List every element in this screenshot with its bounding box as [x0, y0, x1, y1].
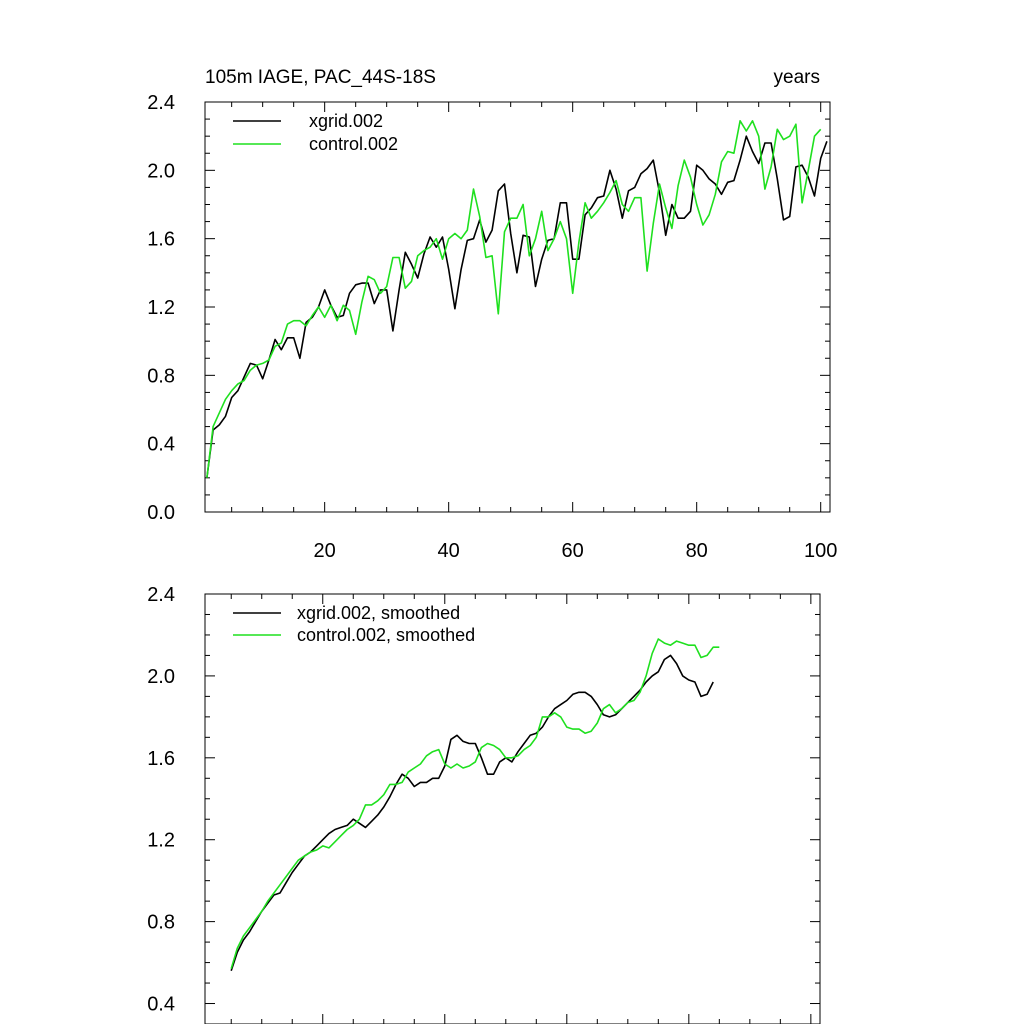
bottom-plot-frame	[204, 593, 821, 1024]
bottom-series-line-xgrid	[230, 654, 714, 972]
bottom-y-tick-labels: 0.4 0.8 1.2 1.6 2.0 2.4	[147, 584, 175, 1016]
top-x-tick-label: 100	[804, 540, 837, 562]
top-x-ticks	[231, 102, 822, 512]
top-series-line-xgrid	[206, 135, 828, 478]
top-x-tick-label: 20	[314, 540, 336, 562]
bottom-y-ticks	[205, 593, 820, 1024]
bottom-legend: xgrid.002, smoothed control.002, smoothe…	[233, 603, 475, 645]
bottom-y-tick-label: 1.2	[147, 830, 175, 852]
bottom-series-line-control	[230, 638, 720, 969]
bottom-y-tick-label: 1.6	[147, 748, 175, 770]
top-panel-right-label: years	[774, 67, 820, 88]
top-y-tick-label: 2.0	[147, 160, 175, 182]
top-x-tick-label: 60	[562, 540, 584, 562]
top-legend: xgrid.002 control.002	[233, 111, 398, 154]
top-y-tick-label: 2.4	[147, 92, 175, 114]
bottom-legend-label-control: control.002, smoothed	[297, 625, 475, 645]
top-y-tick-label: 1.2	[147, 297, 175, 319]
top-x-tick-label: 80	[686, 540, 708, 562]
bottom-y-tick-label: 0.8	[147, 912, 175, 934]
top-y-tick-label: 0.8	[147, 365, 175, 387]
bottom-y-tick-label: 2.0	[147, 666, 175, 688]
top-panel: 105m IAGE, PAC_44S-18S years 0.0 0.4 0.8 1.…	[147, 67, 837, 562]
top-legend-label-xgrid: xgrid.002	[309, 111, 383, 131]
bottom-legend-label-xgrid: xgrid.002, smoothed	[297, 603, 460, 623]
top-y-tick-label: 0.4	[147, 434, 175, 456]
top-panel-title: 105m IAGE, PAC_44S-18S	[205, 67, 436, 88]
bottom-series-lines	[230, 638, 720, 972]
top-y-tick-label: 0.0	[147, 502, 175, 524]
bottom-panel: 0.4 0.8 1.2 1.6 2.0 2.4 xgrid.002, smoothed c…	[147, 584, 821, 1024]
top-y-tick-label: 1.6	[147, 229, 175, 251]
top-y-ticks	[205, 101, 830, 513]
top-x-tick-labels: 20 40 60 80 100	[314, 540, 838, 562]
bottom-y-tick-label: 0.4	[147, 994, 175, 1016]
bottom-y-tick-label: 2.4	[147, 584, 175, 606]
bottom-x-ticks	[230, 594, 812, 1024]
top-series-line-control	[206, 120, 822, 478]
top-y-tick-labels: 0.0 0.4 0.8 1.2 1.6 2.0 2.4	[147, 92, 175, 524]
top-series-lines	[206, 120, 828, 478]
top-x-tick-label: 40	[438, 540, 460, 562]
top-legend-label-control: control.002	[309, 134, 398, 154]
top-plot-frame	[204, 101, 831, 513]
